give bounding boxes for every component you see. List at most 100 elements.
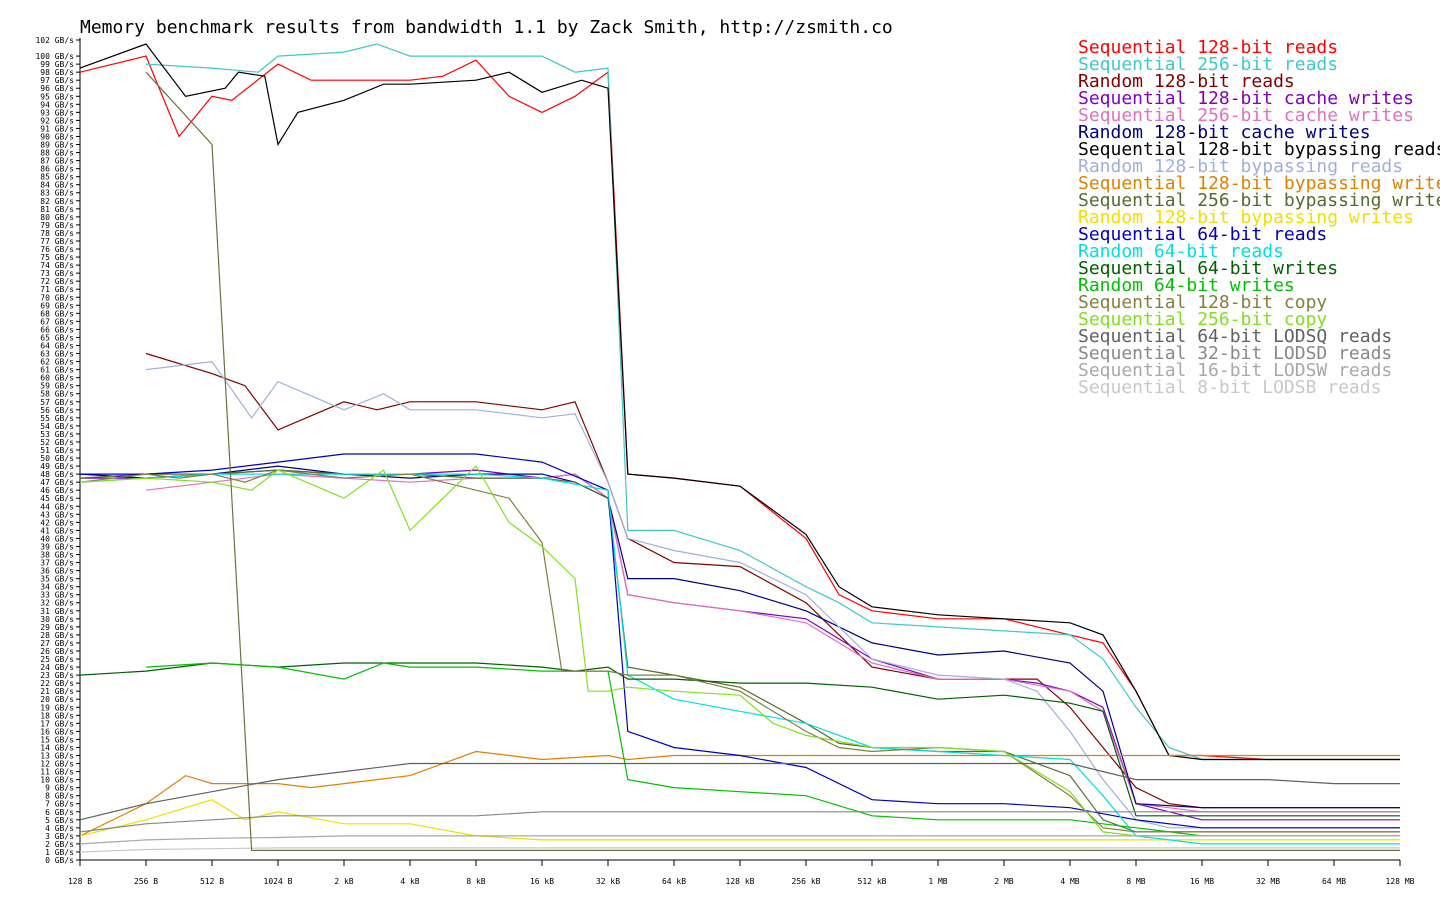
y-tick-label: 39 GB/s [40, 542, 74, 551]
legend-entry: Sequential 128-bit reads [1078, 37, 1338, 58]
y-tick-label: 81 GB/s [40, 205, 74, 214]
series-line-20 [79, 847, 1400, 853]
y-tick-label: 42 GB/s [40, 518, 74, 527]
y-tick-label: 84 GB/s [40, 181, 74, 190]
y-tick-label: 93 GB/s [40, 108, 74, 117]
y-tick-label: 28 GB/s [40, 631, 74, 640]
y-tick-label: 26 GB/s [40, 647, 74, 656]
y-tick-label: 74 GB/s [40, 261, 74, 270]
legend-entry: Sequential 256-bit bypassing writes [1078, 190, 1440, 211]
legend-entry: Sequential 256-bit reads [1078, 54, 1338, 75]
y-tick-label: 85 GB/s [40, 173, 74, 182]
x-tick-label: 32 MB [1256, 877, 1280, 886]
y-tick-label: 47 GB/s [40, 478, 74, 487]
y-axis-ticks: 0 GB/s1 GB/s2 GB/s3 GB/s4 GB/s5 GB/s6 GB… [35, 36, 80, 865]
y-tick-label: 34 GB/s [40, 583, 74, 592]
series-line-21 [145, 71, 1400, 851]
x-tick-label: 16 kB [530, 877, 554, 886]
y-tick-label: 75 GB/s [40, 253, 74, 262]
series-line-3 [80, 469, 1400, 821]
legend-entry: Random 128-bit cache writes [1078, 122, 1371, 143]
y-tick-label: 4 GB/s [45, 824, 74, 833]
legend-entry: Sequential 8-bit LODSB reads [1078, 377, 1381, 398]
y-tick-label: 83 GB/s [40, 189, 74, 198]
y-tick-label: 65 GB/s [40, 333, 74, 342]
series-line-14 [145, 662, 1400, 837]
y-tick-label: 17 GB/s [40, 719, 74, 728]
y-tick-label: 18 GB/s [40, 711, 74, 720]
legend-entry: Sequential 256-bit cache writes [1078, 105, 1414, 126]
y-tick-label: 95 GB/s [40, 92, 74, 101]
y-tick-label: 53 GB/s [40, 430, 74, 439]
series-line-19 [79, 835, 1400, 845]
y-tick-label: 60 GB/s [40, 374, 74, 383]
y-tick-label: 78 GB/s [40, 229, 74, 238]
y-tick-label: 72 GB/s [40, 277, 74, 286]
x-tick-label: 2 MB [994, 877, 1013, 886]
y-tick-label: 49 GB/s [40, 462, 74, 471]
y-tick-label: 44 GB/s [40, 502, 74, 511]
y-tick-label: 15 GB/s [40, 735, 74, 744]
legend-entry: Random 64-bit reads [1078, 241, 1284, 262]
y-tick-label: 98 GB/s [40, 68, 74, 77]
x-tick-label: 8 MB [1126, 877, 1145, 886]
legend-entry: Random 128-bit bypassing writes [1078, 207, 1414, 228]
y-tick-label: 21 GB/s [40, 687, 74, 696]
y-tick-label: 77 GB/s [40, 237, 74, 246]
legend-entry: Sequential 16-bit LODSW reads [1078, 360, 1392, 381]
x-tick-label: 512 kB [858, 877, 887, 886]
legend-entry: Sequential 128-bit cache writes [1078, 88, 1414, 109]
y-tick-label: 32 GB/s [40, 599, 74, 608]
y-tick-label: 41 GB/s [40, 526, 74, 535]
y-tick-label: 43 GB/s [40, 510, 74, 519]
series-line-9 [79, 469, 1400, 833]
y-tick-label: 67 GB/s [40, 317, 74, 326]
series-lines [79, 43, 1400, 853]
y-tick-label: 8 GB/s [45, 792, 74, 801]
series-line-11 [80, 453, 1400, 829]
y-tick-label: 23 GB/s [40, 671, 74, 680]
y-tick-label: 35 GB/s [40, 575, 74, 584]
y-tick-label: 100 GB/s [35, 52, 74, 61]
x-tick-label: 128 kB [726, 877, 755, 886]
legend-entry: Sequential 256-bit copy [1078, 309, 1327, 330]
y-tick-label: 96 GB/s [40, 84, 74, 93]
y-tick-label: 73 GB/s [40, 269, 74, 278]
y-tick-label: 3 GB/s [45, 832, 74, 841]
series-line-6 [79, 43, 1400, 761]
y-tick-label: 19 GB/s [40, 703, 74, 712]
y-tick-label: 9 GB/s [45, 784, 74, 793]
legend-entry: Random 64-bit writes [1078, 275, 1295, 296]
y-tick-label: 30 GB/s [40, 615, 74, 624]
y-tick-label: 10 GB/s [40, 776, 74, 785]
y-tick-label: 27 GB/s [40, 639, 74, 648]
y-tick-label: 54 GB/s [40, 422, 74, 431]
y-tick-label: 102 GB/s [35, 36, 74, 45]
y-tick-label: 56 GB/s [40, 406, 74, 415]
x-axis-ticks: 128 B 256 B 512 B 1024 B 2 kB 4 kB 8 kB 16 kB 32… [68, 860, 1415, 886]
series-line-7 [145, 360, 1400, 829]
y-tick-label: 40 GB/s [40, 534, 74, 543]
series-line-18 [79, 811, 1400, 833]
y-tick-label: 6 GB/s [45, 808, 74, 817]
y-tick-label: 52 GB/s [40, 438, 74, 447]
y-tick-label: 33 GB/s [40, 591, 74, 600]
y-tick-label: 1 GB/s [45, 848, 74, 857]
y-tick-label: 87 GB/s [40, 157, 74, 166]
x-tick-label: 4 MB [1060, 877, 1079, 886]
series-line-8 [79, 750, 1400, 837]
y-tick-label: 69 GB/s [40, 301, 74, 310]
series-line-2 [145, 352, 1400, 809]
y-tick-label: 2 GB/s [45, 840, 74, 849]
y-tick-label: 14 GB/s [40, 743, 74, 752]
series-line-13 [79, 662, 1400, 817]
y-tick-label: 91 GB/s [40, 124, 74, 133]
y-tick-label: 64 GB/s [40, 341, 74, 350]
legend-entry: Sequential 128-bit bypassing writes [1078, 173, 1440, 194]
legend-entry: Sequential 64-bit LODSQ reads [1078, 326, 1392, 347]
y-tick-label: 59 GB/s [40, 382, 74, 391]
legend-entry: Random 128-bit bypassing reads [1078, 156, 1403, 177]
y-tick-label: 61 GB/s [40, 366, 74, 375]
y-tick-label: 82 GB/s [40, 197, 74, 206]
